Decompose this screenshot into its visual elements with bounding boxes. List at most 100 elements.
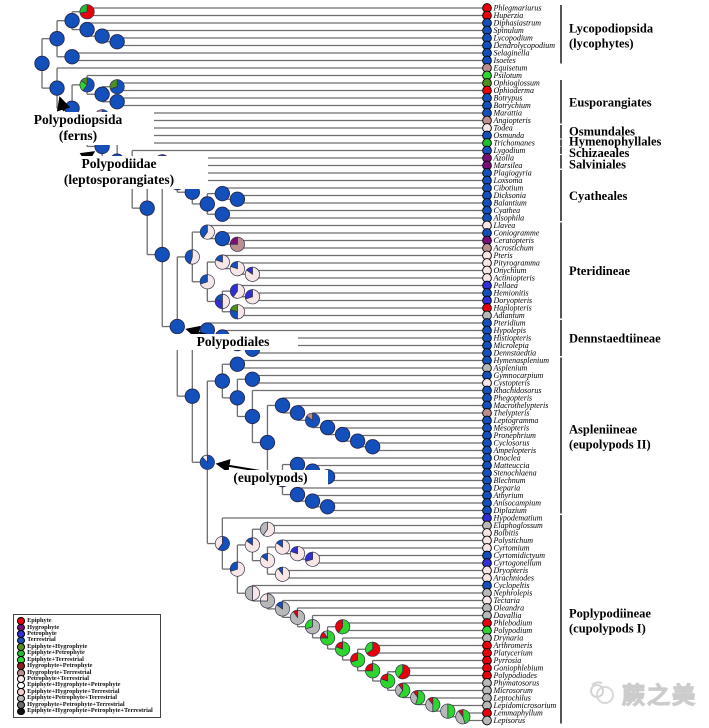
clade-label: Osmundales <box>569 124 635 138</box>
ancestral-state-pie <box>169 318 185 335</box>
ancestral-state-pie <box>229 236 245 252</box>
ancestral-state-pie <box>244 408 261 425</box>
taxon-label: Matteuccia <box>493 461 530 470</box>
ancestral-state-pie <box>319 419 336 436</box>
taxon-label: Plagiogyria <box>493 169 532 178</box>
ancestral-state-pie <box>380 673 396 689</box>
taxon-label: Pellaea <box>493 281 518 290</box>
taxon-label: Deparia <box>493 484 521 493</box>
ancestral-state-pie <box>49 31 65 47</box>
clade-label: Aspleniineae (eupolypods II) <box>569 423 651 452</box>
taxon-label: Diphasiastrum <box>493 19 542 28</box>
clade-label: Hymenophyllales <box>569 135 662 149</box>
ancestral-state-pie <box>64 100 80 116</box>
taxon-label: Cystopteris <box>494 379 530 388</box>
taxon-label: Phymatosorus <box>493 679 540 688</box>
clade-label: Cyatheales <box>569 189 627 203</box>
ancestral-state-pie <box>229 304 245 320</box>
ancestral-state-pie <box>154 246 170 263</box>
ancestral-state-pie <box>124 171 140 187</box>
taxon-label: Athyrium <box>493 491 524 500</box>
legend-label: Epiphyte+Hygrophyte <box>27 642 88 650</box>
ancestral-state-pie <box>304 619 321 635</box>
ancestral-state-pie <box>214 206 231 222</box>
ancestral-state-pie <box>259 434 276 451</box>
watermark-text: 蕨之美 <box>622 683 697 710</box>
taxon-label: Phlebodium <box>493 619 533 628</box>
ancestral-state-pie <box>64 49 80 65</box>
taxon-label: Elaphoglossum <box>493 521 544 530</box>
ancestral-state-pie <box>214 373 231 389</box>
ancestral-state-pie <box>229 283 245 299</box>
ancestral-state-pie <box>229 261 245 277</box>
ancestral-state-pie <box>334 426 351 443</box>
taxon-label: Pteridium <box>493 319 526 328</box>
ancestral-state-pie <box>244 289 260 305</box>
taxon-label: Leptochilus <box>493 694 531 703</box>
ancestral-state-pie <box>410 689 426 706</box>
ancestral-state-pie <box>350 652 366 668</box>
ancestral-state-pie <box>94 138 110 155</box>
taxon-label: Diplazium <box>493 506 528 515</box>
taxon-label: Isoetes <box>493 56 516 65</box>
taxon-label: Ophioderma <box>494 86 534 95</box>
taxon-label: Hypolepis <box>493 326 526 335</box>
ancestral-state-pie <box>229 356 246 372</box>
taxon-label: Oleandra <box>494 604 525 613</box>
taxon-label: Psilotum <box>493 71 523 80</box>
taxon-label: Cyclosorus <box>494 439 530 448</box>
taxon-label: Lygodium <box>493 146 526 155</box>
legend-label: Epiphyte+Hygrophyte+Petrophyte+Terrestri… <box>27 707 153 715</box>
taxon-label: Microsorum <box>493 686 533 695</box>
taxon-label: Polypodium <box>493 626 533 635</box>
taxon-label: Adiantum <box>493 311 525 320</box>
ancestral-state-pie <box>139 200 155 216</box>
ancestral-state-pie <box>34 55 50 72</box>
ancestral-state-pie <box>79 123 95 140</box>
ancestral-state-pie <box>304 412 321 428</box>
ancestral-state-pie <box>395 664 411 680</box>
taxon-label: Todea <box>494 124 513 133</box>
taxon-label: Angiopteris <box>493 116 531 125</box>
ancestral-state-pie <box>259 521 275 537</box>
ancestral-state-pie <box>244 585 260 601</box>
annotation-arrow <box>215 459 261 473</box>
taxon-label: Cyrtomidictyum <box>494 551 546 560</box>
taxon-label: Pityrogramma <box>493 259 540 268</box>
taxon-label: Tectaria <box>494 596 520 605</box>
taxon-label: Cyathea <box>494 206 521 215</box>
taxon-label: Histiopteris <box>493 334 532 343</box>
ancestral-state-pie <box>64 13 80 29</box>
ancestral-state-pie <box>229 390 246 406</box>
clade-label: Pteridineae <box>569 264 631 278</box>
ancestral-state-pie <box>214 230 231 247</box>
ancestral-state-pie <box>274 601 291 617</box>
legend-label: Epiphyte+Terrestrial <box>27 655 84 663</box>
taxon-label: Acrostichum <box>493 244 534 253</box>
taxon-label: Microlepia <box>493 341 529 350</box>
taxon-label: Azolla <box>493 154 514 163</box>
legend-label: Hygrophyte+Petrophyte+Terrestrial <box>27 700 125 708</box>
taxon-label: Asplenium <box>493 364 528 373</box>
taxon-label: Lepisorus <box>493 716 526 725</box>
ancestral-state-pie <box>259 553 275 569</box>
ancestral-state-pie <box>244 537 260 553</box>
ancestral-state-pie <box>289 609 306 625</box>
taxon-label: Lemmaphyllum <box>493 709 544 718</box>
taxon-label: Polystichum <box>493 536 534 545</box>
clade-label: Lycopodiopsida (lycophytes) <box>569 21 654 50</box>
ancestral-state-pie <box>365 663 381 679</box>
ancestral-state-pie <box>395 682 411 698</box>
ancestral-state-pie <box>109 94 125 110</box>
taxon-label: Hemionitis <box>493 289 529 298</box>
taxon-label: Dendrolycopodium <box>493 41 556 50</box>
taxon-label: Nephrolepis <box>493 589 533 598</box>
taxon-label: Haplopteris <box>493 304 532 313</box>
ancestral-state-pie <box>154 154 170 170</box>
ancestral-state-pie <box>199 224 215 240</box>
ancestral-state-pie <box>289 486 306 503</box>
ancestral-state-pie <box>335 619 351 635</box>
legend-label: Terrestrial <box>27 636 56 644</box>
ancestral-state-pie <box>184 249 200 265</box>
